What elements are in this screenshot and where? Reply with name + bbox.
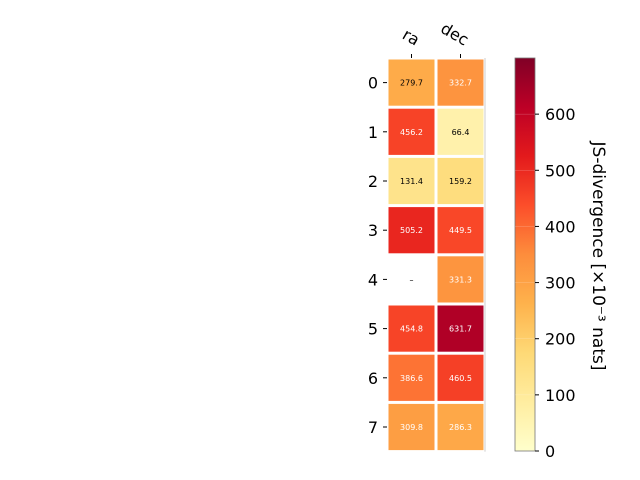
heatmap-cell-6-ra bbox=[388, 354, 435, 401]
heatmap-cell-5-ra bbox=[388, 305, 435, 352]
heatmap-cell-7-ra bbox=[388, 403, 435, 451]
heatmap-cell-7-dec bbox=[437, 403, 484, 451]
cell-label-7-ra: 309.8 bbox=[400, 423, 423, 432]
colorbar-label: JS-divergence [×10⁻³ nats] bbox=[588, 141, 608, 371]
col-label-ra: ra bbox=[399, 25, 423, 50]
heatmap-cell-5-dec bbox=[437, 305, 484, 352]
heatmap-cell-0-ra bbox=[388, 59, 435, 106]
heatmap-cell-6-dec bbox=[437, 354, 484, 401]
cell-label-0-ra: 279.7 bbox=[400, 79, 423, 88]
cell-label-7-dec: 286.3 bbox=[449, 423, 472, 432]
cell-label-5-ra: 454.8 bbox=[400, 325, 423, 334]
heatmap-cell-4-dec bbox=[437, 256, 484, 303]
row-label-5: 5 bbox=[368, 320, 378, 339]
row-label-2: 2 bbox=[368, 172, 378, 191]
cell-label-1-dec: 66.4 bbox=[452, 128, 470, 137]
colorbar-tick-label-100: 100 bbox=[545, 386, 576, 405]
col-label-dec: dec bbox=[438, 19, 472, 50]
cell-label-1-ra: 456.2 bbox=[400, 128, 423, 137]
cell-label-4-ra: – bbox=[410, 275, 414, 284]
heatmap-cell-3-dec bbox=[437, 207, 484, 254]
colorbar-tick-label-400: 400 bbox=[545, 217, 576, 236]
cell-label-3-ra: 505.2 bbox=[400, 226, 423, 235]
cell-label-2-ra: 131.4 bbox=[400, 177, 423, 186]
colorbar-tick-label-200: 200 bbox=[545, 330, 576, 349]
colorbar-gradient bbox=[514, 57, 536, 452]
cell-label-2-dec: 159.2 bbox=[449, 177, 472, 186]
heatmap-cell-3-ra bbox=[388, 207, 435, 254]
row-label-0: 0 bbox=[368, 74, 378, 93]
row-label-3: 3 bbox=[368, 221, 378, 240]
cell-label-6-ra: 386.6 bbox=[400, 374, 423, 383]
row-label-4: 4 bbox=[368, 270, 378, 289]
heatmap-cell-2-dec bbox=[437, 157, 484, 205]
heatmap-cell-1-ra bbox=[388, 108, 435, 155]
heatmap-cell-1-dec bbox=[437, 108, 484, 155]
cell-label-5-dec: 631.7 bbox=[449, 325, 472, 334]
heatmap-cell-2-ra bbox=[388, 157, 435, 205]
row-label-1: 1 bbox=[368, 123, 378, 142]
colorbar-tick-label-500: 500 bbox=[545, 161, 576, 180]
heatmap-cells: 279.7 332.7 456.2 66.4 131.4 159.2 505.2 449.5 –… bbox=[388, 58, 486, 452]
colorbar-tick-label-600: 600 bbox=[545, 105, 576, 124]
cell-label-6-dec: 460.5 bbox=[449, 374, 472, 383]
row-label-6: 6 bbox=[368, 369, 378, 388]
cell-label-0-dec: 332.7 bbox=[449, 79, 472, 88]
row-labels: 0 1 2 3 4 5 6 7 bbox=[368, 74, 387, 437]
column-labels: ra dec bbox=[399, 19, 472, 58]
colorbar-tick-label-300: 300 bbox=[545, 274, 576, 293]
colorbar-tick-label-0: 0 bbox=[545, 442, 555, 461]
cell-label-3-dec: 449.5 bbox=[449, 226, 472, 235]
cell-label-4-dec: 331.3 bbox=[449, 275, 472, 284]
colorbar: 0 100 200 300 400 500 600 bbox=[514, 57, 576, 461]
heatmap-cell-0-dec bbox=[437, 59, 484, 106]
row-label-7: 7 bbox=[368, 418, 378, 437]
